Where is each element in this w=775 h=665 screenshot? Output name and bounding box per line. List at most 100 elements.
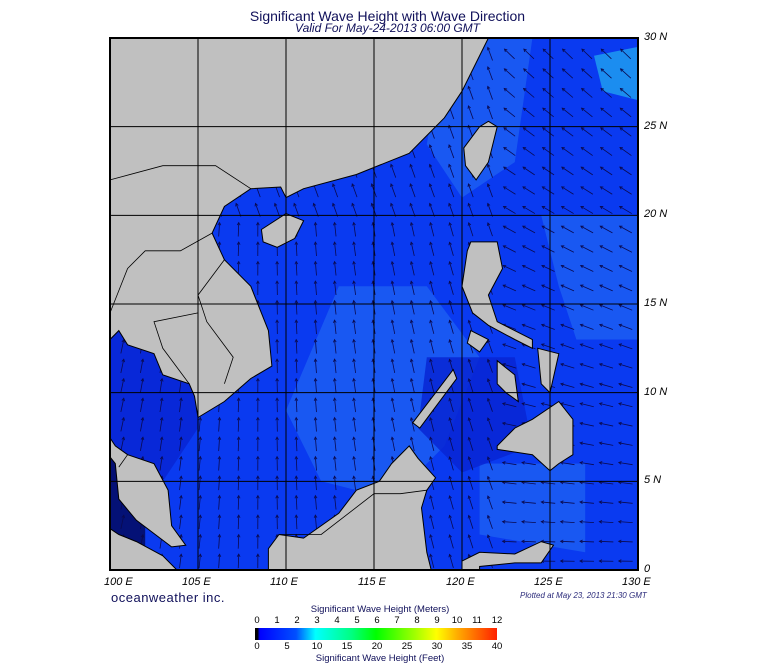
wave-arrow-head: [140, 455, 145, 460]
wave-arrow: [503, 88, 516, 98]
wave-arrow-head: [313, 475, 318, 480]
wave-arrow-head: [429, 377, 433, 382]
wave-arrow: [429, 203, 435, 217]
wave-arrow-head: [236, 241, 241, 245]
colorbar-tick-meters: 5: [354, 615, 360, 626]
wave-arrow: [410, 300, 415, 315]
wave-arrow: [295, 281, 298, 296]
wave-arrow-head: [390, 455, 395, 460]
wave-arrow: [599, 363, 614, 369]
wave-arrow-head: [121, 514, 126, 519]
wave-arrow-head: [448, 241, 452, 246]
wave-arrow: [140, 378, 144, 393]
wave-arrow-head: [352, 358, 356, 363]
wave-arrow-head: [541, 206, 546, 210]
wave-arrow-head: [409, 299, 414, 304]
wave-arrow-head: [559, 559, 564, 563]
colorbar-tick-meters: 7: [394, 615, 400, 626]
wave-arrow: [334, 359, 337, 374]
wave-arrow-head: [448, 514, 452, 519]
wave-arrow-head: [159, 455, 164, 460]
wave-arrow-head: [467, 397, 472, 402]
wave-arrow-head: [294, 397, 299, 401]
wave-arrow-head: [560, 382, 564, 387]
wave-arrow-head: [159, 397, 164, 402]
wave-arrow: [542, 68, 554, 79]
wave-arrow-head: [236, 436, 241, 440]
wave-arrow-head: [599, 146, 604, 151]
wave-arrow: [159, 398, 163, 413]
colorbar-tick-meters: 8: [414, 615, 420, 626]
wave-arrow: [391, 242, 396, 256]
colorbar-tick-meters: 3: [314, 615, 320, 626]
wave-arrow: [600, 166, 613, 176]
wave-arrow-head: [486, 183, 491, 187]
wave-arrow-head: [333, 358, 337, 363]
wave-arrow: [487, 222, 493, 237]
wave-arrow-head: [502, 284, 507, 288]
wave-arrow-head: [294, 299, 299, 304]
wave-arrow: [522, 245, 536, 253]
wave-arrow-head: [409, 163, 413, 168]
wave-arrow-head: [448, 163, 452, 168]
wave-arrow-head: [275, 377, 279, 382]
wave-arrow-head: [275, 260, 279, 265]
wave-arrow: [218, 417, 220, 432]
wave-arrow-head: [333, 494, 337, 499]
colorbar-tick-feet: 10: [311, 641, 323, 652]
wave-arrow-head: [523, 68, 527, 72]
wave-arrow: [391, 398, 396, 413]
wave-arrow: [599, 422, 614, 427]
land-taiwan: [463, 120, 498, 181]
wave-arrow-head: [617, 559, 622, 563]
wave-arrow: [619, 127, 632, 137]
wave-arrow: [502, 521, 517, 524]
wave-arrow: [522, 166, 535, 176]
colorbar: [255, 628, 497, 640]
wave-arrow: [618, 521, 633, 524]
wave-arrow: [580, 265, 594, 272]
wave-arrow: [502, 284, 517, 292]
wave-arrow-head: [448, 534, 452, 538]
wave-arrow-head: [352, 338, 356, 343]
wave-arrow: [503, 245, 516, 253]
wave-arrow-head: [275, 299, 279, 304]
wave-arrow-head: [179, 397, 183, 402]
wave-arrow: [429, 378, 435, 393]
wave-arrow-head: [121, 358, 126, 363]
wave-arrow-head: [409, 260, 414, 265]
wave-arrow-head: [503, 127, 507, 131]
wave-arrow: [351, 203, 358, 217]
wave-arrow: [295, 242, 298, 257]
wave-arrow-head: [140, 358, 145, 363]
wave-arrow-head: [448, 319, 452, 324]
wave-arrow-head: [467, 202, 471, 207]
wave-arrow: [561, 265, 575, 272]
wave-arrow-head: [313, 436, 318, 441]
wave-arrow-head: [429, 241, 433, 246]
wave-arrow-head: [409, 358, 414, 363]
wave-arrow: [237, 495, 240, 510]
wave-arrow-head: [236, 475, 241, 479]
wave-arrow: [353, 378, 356, 393]
wave-arrow: [502, 363, 517, 369]
wave-arrow-head: [390, 280, 395, 285]
country-border: [118, 454, 128, 468]
wave-arrow-head: [522, 206, 526, 210]
wave-arrow-head: [448, 300, 452, 304]
lon-label: 120 E: [446, 576, 475, 588]
colorbar-tick-feet: 25: [401, 641, 413, 652]
wave-arrow-head: [541, 264, 545, 269]
colorbar-tick-meters: 11: [472, 615, 482, 626]
wave-arrow: [542, 147, 555, 156]
wave-arrow-head: [467, 222, 472, 226]
wave-arrow-head: [256, 280, 260, 284]
wave-arrow-head: [390, 319, 395, 324]
wave-arrow: [334, 320, 337, 335]
wave-arrow-head: [121, 338, 126, 343]
wave-arrow: [334, 476, 337, 491]
wave-arrow: [599, 501, 614, 504]
wave-arrow-head: [294, 436, 299, 440]
wave-arrow-head: [522, 186, 526, 190]
wave-arrow: [561, 147, 574, 156]
